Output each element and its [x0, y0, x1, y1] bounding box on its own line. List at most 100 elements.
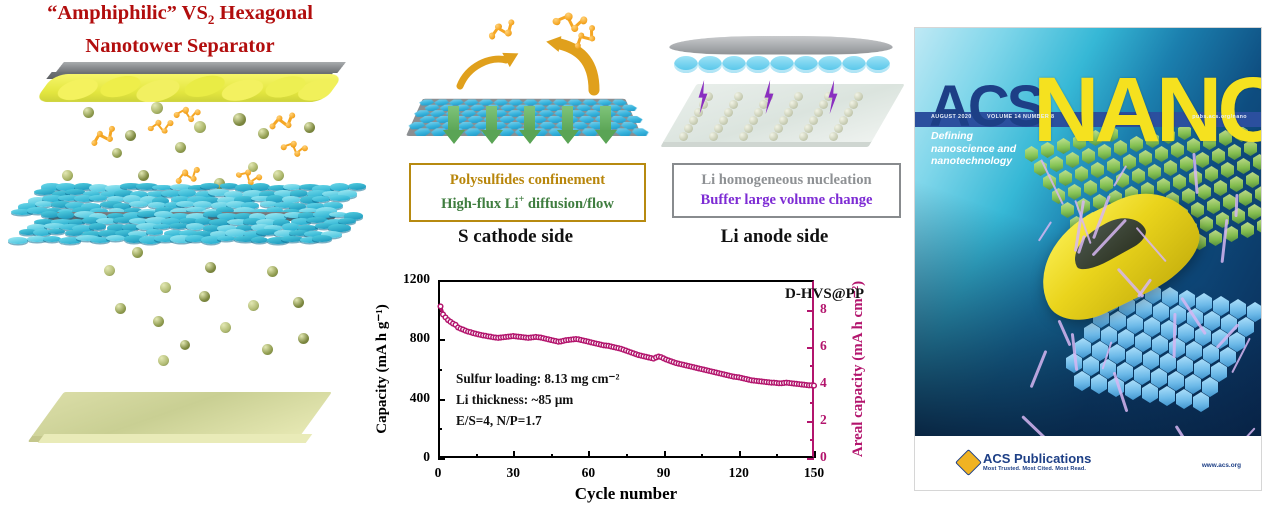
- y2-tick: [807, 458, 814, 460]
- cover-green-hexagon: [1214, 180, 1227, 196]
- cover-green-hexagon: [1221, 162, 1234, 178]
- journal-nano-wordmark: NANO: [1033, 64, 1261, 156]
- lithium-rough-layer: [667, 36, 896, 54]
- vs2-separator-stack: [36, 188, 346, 246]
- exploded-cell-schematic: “Amphiphilic” VS2 Hexagonal Nanotower Se…: [0, 0, 372, 516]
- cover-blue-hexagon: [1134, 365, 1150, 385]
- cover-green-hexagon: [1148, 164, 1161, 180]
- chart-annotation-line: E/S=4, N/P=1.7: [456, 410, 619, 431]
- vs2-coil: [818, 56, 842, 73]
- lithium-ion-particle: [132, 247, 143, 258]
- lithium-ion-particle: [175, 142, 186, 153]
- x-tick-label: 30: [497, 465, 529, 481]
- vs2-coil: [770, 56, 794, 73]
- cathode-side-schematic: [398, 14, 650, 154]
- cover-blue-hexagon: [1151, 368, 1167, 388]
- vs2-coil-layer: [674, 56, 888, 74]
- lithium-ion-particle: [83, 107, 94, 118]
- lithium-deposit-bead: [829, 132, 838, 141]
- anode-callout-line1: Li homogeneous nucleation: [684, 170, 889, 190]
- cover-blue-hexagon: [1084, 323, 1100, 343]
- x-tick: [814, 451, 816, 458]
- vs2-coil: [746, 56, 770, 73]
- vs2-coil: [794, 56, 818, 73]
- vs2-nanoflake: [217, 236, 235, 242]
- x-tick-label: 120: [723, 465, 755, 481]
- lithium-deposit-bead: [709, 132, 718, 141]
- journal-acs-wordmark: ACS: [929, 78, 1042, 136]
- y2-tick-label: 2: [820, 412, 840, 428]
- x-tick-label: 90: [648, 465, 680, 481]
- lithium-ion-particle: [262, 344, 273, 355]
- lithium-ion-particle: [194, 121, 206, 133]
- cover-blue-hexagon: [1126, 347, 1142, 367]
- cover-green-hexagon: [1241, 222, 1254, 238]
- lithium-ion-particle: [62, 170, 73, 181]
- cover-green-hexagon: [1068, 184, 1081, 200]
- vs2-coil: [674, 56, 698, 73]
- cover-blue-hexagon: [1117, 362, 1133, 382]
- cover-volume-number: VOLUME 14 NUMBER 8: [987, 114, 1054, 120]
- y-tick: [438, 458, 445, 460]
- cover-green-hexagon: [1059, 170, 1072, 186]
- cover-green-hexagon: [1075, 166, 1088, 182]
- cycling-performance-chart: 0 30 60 90 120 150 0 400 800 1200 0 2 4 6 8 Capacity (…: [378, 262, 878, 512]
- caption-line1-post: Hexagonal: [214, 2, 313, 24]
- vs2-nanoflake: [89, 223, 107, 230]
- cover-blue-hexagon: [1168, 371, 1184, 391]
- cover-issue-date: AUGUST 2020: [931, 114, 972, 120]
- vs2-nanoflake: [41, 211, 59, 218]
- cover-green-hexagon: [1182, 188, 1195, 204]
- series-label: D-HVS@PP: [785, 286, 864, 303]
- lithium-ion-particle: [298, 333, 309, 344]
- cover-band-url: pubs.acs.org/nano: [1192, 114, 1247, 120]
- publisher-name: ACS Publications: [983, 452, 1091, 465]
- cover-blue-hexagon: [1159, 386, 1175, 406]
- y-axis-title: Capacity (mA h g⁻¹): [372, 280, 391, 458]
- lithium-ion-particle: [104, 265, 115, 276]
- lithium-ion-particle: [233, 113, 246, 126]
- cover-blue-hexagon: [1196, 293, 1212, 313]
- polysulfide-molecule: [174, 103, 198, 126]
- polysulfide-molecule: [270, 111, 295, 134]
- vs2-nanoflake: [251, 237, 268, 244]
- left-panel-caption: “Amphiphilic” VS2 Hexagonal Nanotower Se…: [0, 0, 360, 60]
- cover-blue-hexagon: [1125, 380, 1141, 400]
- lithium-deposit-bead: [799, 132, 808, 141]
- cover-blue-hexagon: [1238, 317, 1254, 337]
- chart-annotations: Sulfur loading: 8.13 mg cm⁻² Li thickness…: [456, 368, 619, 431]
- lithium-foil-edge: [38, 434, 313, 443]
- anode-callout-line2: Buffer large volume change: [684, 190, 889, 210]
- lithium-deposit-bead: [769, 132, 778, 141]
- cover-blue-hexagon: [1193, 392, 1209, 412]
- cover-green-hexagon: [1205, 166, 1218, 182]
- anode-callout-box: Li homogeneous nucleation Buffer large v…: [672, 163, 901, 218]
- cover-blue-hexagon: [1143, 350, 1159, 370]
- caption-line1-pre: “Amphiphilic” VS: [47, 2, 208, 24]
- vs2-coil: [722, 56, 746, 73]
- x-tick-label: 60: [572, 465, 604, 481]
- cover-blue-hexagon: [1127, 314, 1143, 334]
- publisher-tagline: Most Trusted. Most Cited. Most Read.: [983, 465, 1091, 473]
- lithium-ion-particle: [112, 148, 122, 158]
- vs2-nanoflake: [169, 223, 188, 229]
- cover-blue-hexagon: [1211, 362, 1227, 382]
- vs2-nanoflake: [338, 218, 356, 225]
- cover-blue-hexagon: [1213, 296, 1229, 316]
- cover-spark: [1057, 320, 1071, 347]
- lithium-ion-particle: [153, 316, 164, 327]
- cover-blue-hexagon: [1194, 359, 1210, 379]
- cover-green-hexagon: [1091, 162, 1104, 178]
- cover-blue-hexagon: [1142, 383, 1158, 403]
- lithium-ion-particle: [115, 303, 126, 314]
- lithium-ion-particle: [199, 291, 210, 302]
- y2-tick-label: 0: [820, 449, 840, 465]
- lithium-ion-particle: [220, 322, 231, 333]
- lithium-ion-particle: [138, 170, 149, 181]
- cover-blue-hexagon: [1083, 356, 1099, 376]
- cover-blue-hexagon: [1186, 341, 1202, 361]
- y2-tick-label: 4: [820, 375, 840, 391]
- cathode-side-title: S cathode side: [409, 226, 622, 248]
- y2-tick-label: 6: [820, 338, 840, 354]
- publisher-text: ACS Publications Most Trusted. Most Cite…: [983, 452, 1091, 473]
